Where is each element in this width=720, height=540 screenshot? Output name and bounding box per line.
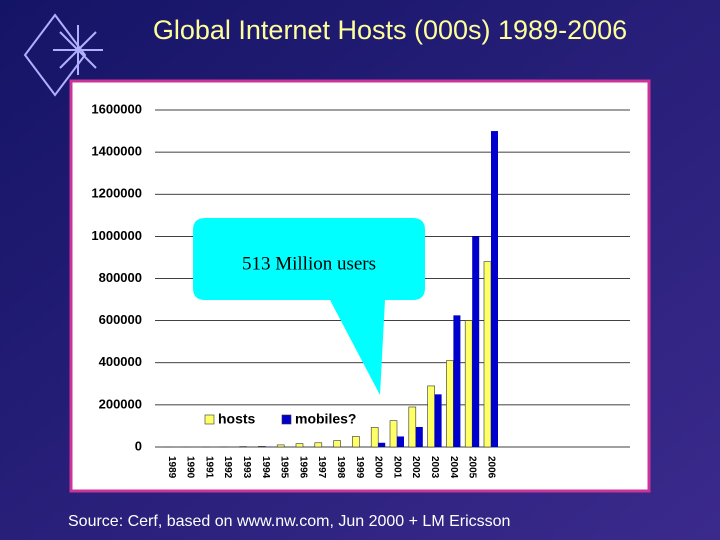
x-tick-label: 2006: [485, 456, 496, 479]
bar: [434, 394, 442, 447]
bar: [453, 315, 461, 447]
x-tick-label: 2002: [410, 456, 421, 479]
bar: [370, 427, 379, 448]
bar: [415, 426, 423, 447]
y-tick-label: 1600000: [91, 101, 142, 116]
bar: [352, 436, 360, 448]
bar: [483, 261, 492, 448]
y-tick-label: 1400000: [91, 144, 142, 159]
x-tick-label: 2005: [467, 456, 478, 479]
y-tick-label: 400000: [99, 354, 142, 369]
x-tick-label: 1999: [354, 456, 365, 479]
legend-label: mobiles?: [295, 411, 356, 427]
bar: [314, 442, 323, 448]
x-tick-label: 1997: [316, 456, 327, 479]
x-tick-label: 1996: [297, 456, 308, 479]
legend-label: hosts: [218, 411, 256, 427]
bar: [276, 444, 285, 448]
bar: [446, 360, 454, 448]
y-tick-label: 1000000: [91, 228, 142, 243]
legend-swatch: [281, 414, 292, 425]
y-tick-label: 800000: [99, 270, 142, 285]
bar: [491, 131, 498, 447]
x-tick-label: 1998: [335, 456, 346, 479]
y-tick-label: 200000: [99, 396, 142, 411]
bar: [258, 446, 266, 448]
x-tick-label: 1989: [166, 456, 177, 479]
x-tick-label: 2001: [391, 456, 402, 479]
bar: [295, 443, 304, 448]
bar: [378, 442, 386, 447]
callout-bubble: [193, 218, 425, 395]
y-tick-label: 1200000: [91, 186, 142, 201]
x-tick-label: 1995: [279, 456, 290, 479]
y-tick-label: 600000: [99, 312, 142, 327]
x-tick-label: 1990: [185, 456, 196, 479]
bar: [397, 436, 404, 447]
bar: [427, 385, 435, 448]
x-tick-label: 2003: [429, 456, 440, 479]
source-note: Source: Cerf, based on www.nw.com, Jun 2…: [68, 513, 510, 530]
callout-text: 513 Million users: [242, 253, 376, 274]
x-tick-label: 1992: [222, 456, 233, 479]
x-tick-label: 2004: [448, 456, 459, 479]
legend-box: [200, 410, 358, 430]
x-tick-label: 1991: [203, 456, 214, 479]
x-tick-label: 1993: [241, 456, 252, 479]
slide-title: Global Internet Hosts (000s) 1989-2006: [153, 15, 627, 45]
bar: [464, 320, 473, 448]
bar: [472, 236, 480, 447]
bar: [408, 406, 417, 448]
star-icon: [23, 13, 103, 97]
y-tick-label: 0: [135, 438, 142, 453]
legend-swatch: [204, 414, 215, 425]
x-tick-label: 2000: [373, 456, 384, 479]
bar: [389, 420, 398, 448]
x-tick-label: 1994: [260, 456, 271, 479]
bar: [333, 440, 341, 448]
